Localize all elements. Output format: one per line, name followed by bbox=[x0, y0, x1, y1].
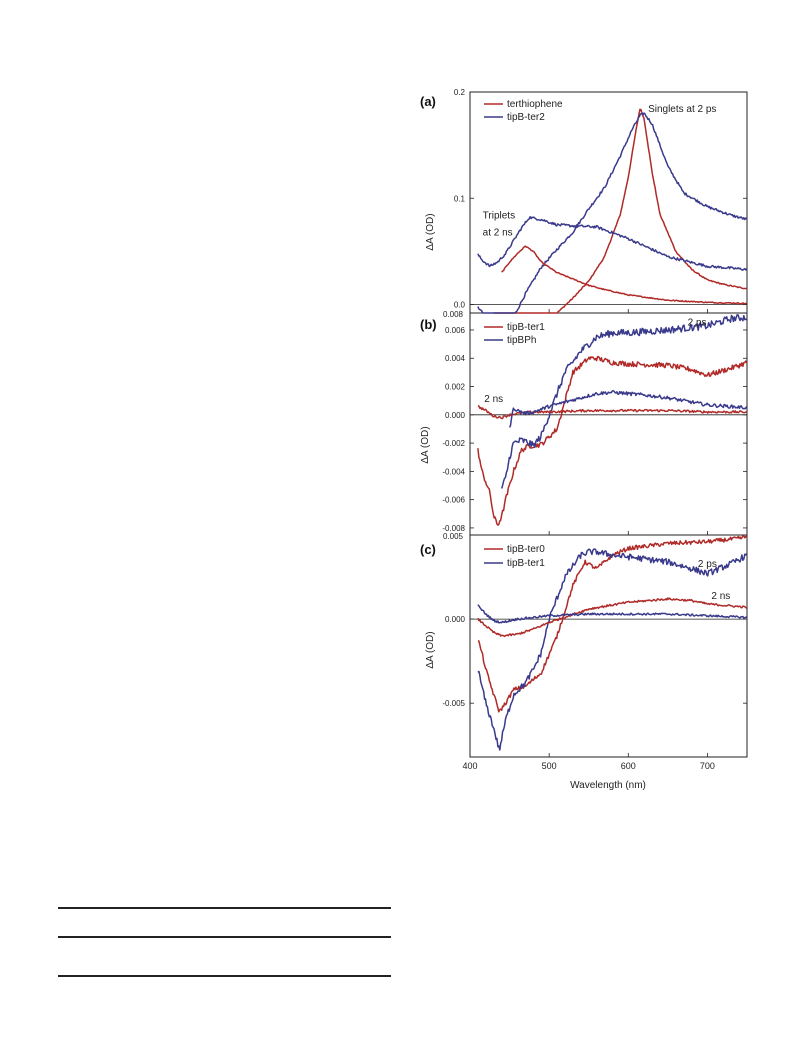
y-tick-label: 0.000 bbox=[445, 411, 466, 420]
horizontal-rule bbox=[58, 936, 391, 938]
panel-b-frame bbox=[469, 312, 748, 536]
x-axis-label: Wavelength (nm) bbox=[570, 780, 646, 791]
panel-a: (a) ΔA (OD) 0.008 terthiophene tipB-ter2 bbox=[420, 91, 748, 319]
y-tick-label: -0.002 bbox=[442, 439, 465, 448]
panel-b-legend: tipB-ter1 tipBPh bbox=[484, 322, 545, 346]
y-tick-label: 0.004 bbox=[445, 354, 466, 363]
panel-c: (c) ΔA (OD) 0.005 Wavelength (nm) tipB-t… bbox=[420, 532, 748, 791]
panel-b-ylabel: ΔA (OD) bbox=[420, 426, 431, 463]
y-tick-label: 0.000 bbox=[445, 615, 466, 624]
y-tick-label: 0.002 bbox=[445, 383, 466, 392]
panel-c-label: (c) bbox=[420, 542, 436, 557]
y-tick-label: 0.006 bbox=[445, 326, 466, 335]
panel-a-ylabel: ΔA (OD) bbox=[425, 213, 436, 250]
series-line bbox=[477, 112, 748, 314]
x-tick-label: 400 bbox=[462, 761, 477, 771]
series-line bbox=[501, 245, 747, 305]
y-tick-label: 0.0 bbox=[454, 301, 466, 310]
annotation: 2 ns bbox=[711, 591, 730, 602]
series-line bbox=[493, 108, 747, 314]
panel-c-ylabel: ΔA (OD) bbox=[425, 631, 436, 668]
panel-c-frame bbox=[469, 534, 748, 758]
horizontal-rule bbox=[58, 907, 391, 909]
annotation: at 2 ns bbox=[483, 227, 513, 238]
legend-entry: terthiophene bbox=[507, 99, 563, 110]
panel-c-legend: tipB-ter0 tipB-ter1 bbox=[484, 544, 545, 569]
annotation: 2 ps bbox=[688, 318, 707, 329]
panel-c-ytop-label: 0.005 bbox=[443, 532, 464, 541]
series-line bbox=[477, 597, 747, 638]
y-tick-label: -0.004 bbox=[442, 467, 465, 476]
panel-a-legend: terthiophene tipB-ter2 bbox=[484, 99, 563, 123]
legend-entry: tipB-ter1 bbox=[507, 322, 545, 333]
legend-entry: tipB-ter2 bbox=[507, 112, 545, 123]
annotation: 2 ps bbox=[698, 559, 717, 570]
series-line bbox=[477, 604, 747, 624]
annotation: 2 ns bbox=[484, 394, 503, 405]
y-tick-label: -0.006 bbox=[442, 496, 465, 505]
panel-b-label: (b) bbox=[420, 317, 437, 332]
annotation: Triplets bbox=[483, 210, 515, 221]
horizontal-rule bbox=[58, 975, 391, 977]
series-line bbox=[508, 389, 748, 428]
chart-marks: 0.0 0.1 0.2 Singlets at 2 ps Triplets at 2 ns… bbox=[442, 88, 748, 771]
y-tick-label: -0.008 bbox=[442, 524, 465, 533]
legend-entry: tipB-ter0 bbox=[507, 544, 545, 555]
series-line bbox=[477, 216, 748, 271]
series-line bbox=[477, 548, 748, 751]
y-tick-label: -0.005 bbox=[442, 699, 465, 708]
series-line bbox=[500, 314, 748, 489]
panel-a-label: (a) bbox=[420, 94, 436, 109]
y-tick-label: 0.2 bbox=[454, 88, 466, 97]
legend-entry: tipBPh bbox=[507, 335, 536, 346]
x-tick-label: 500 bbox=[542, 761, 557, 771]
legend-entry: tipB-ter1 bbox=[507, 558, 545, 569]
x-tick-label: 700 bbox=[700, 761, 715, 771]
series-line bbox=[477, 355, 748, 526]
series-line bbox=[477, 405, 747, 420]
panel-a-ymin-label: 0.008 bbox=[443, 310, 464, 319]
annotation: Singlets at 2 ps bbox=[648, 104, 716, 115]
x-tick-label: 600 bbox=[621, 761, 636, 771]
panel-a-frame bbox=[469, 91, 748, 314]
y-tick-label: 0.1 bbox=[454, 194, 466, 203]
